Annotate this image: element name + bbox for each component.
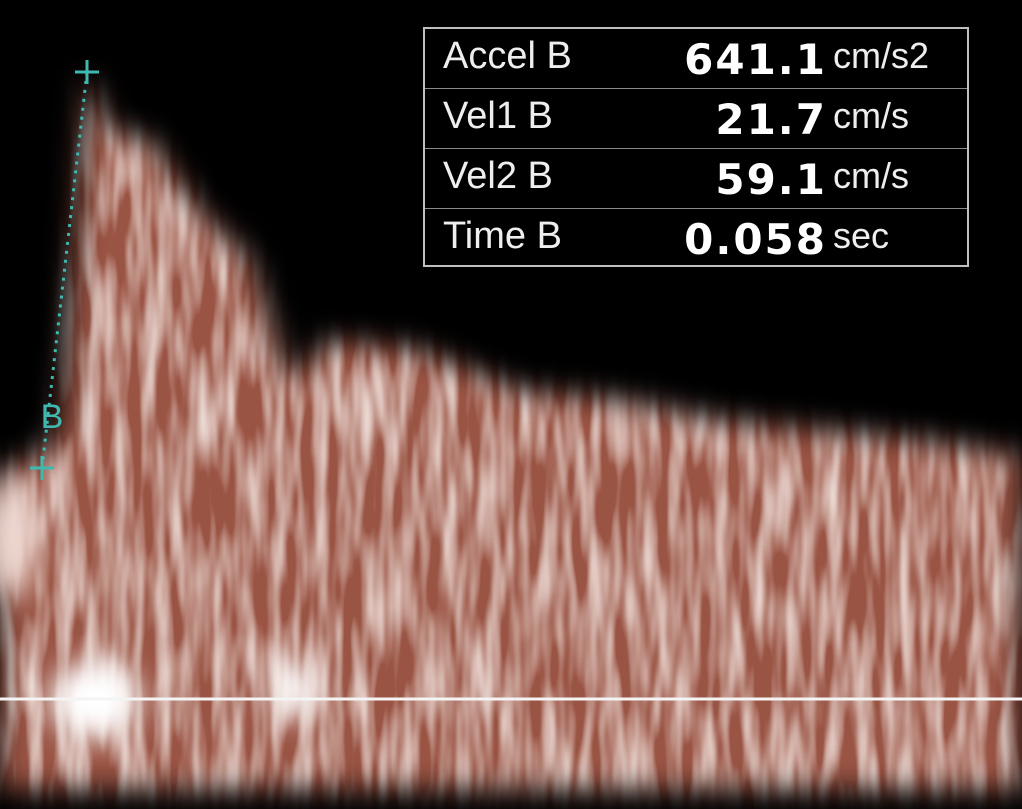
caliper-label: B <box>41 398 64 436</box>
measurement-label: Time B <box>443 215 562 257</box>
measurement-row: Vel1 B 21.7 cm/s <box>425 89 967 149</box>
measurement-row: Time B 0.058 sec <box>425 209 967 268</box>
measurement-label: Accel B <box>443 35 572 77</box>
measurement-box: Accel B 641.1 cm/s2 Vel1 B 21.7 cm/s Vel2 B 59.… <box>423 27 969 267</box>
measurement-value: 641.1 <box>684 35 827 84</box>
measurement-unit: cm/s2 <box>833 35 930 76</box>
caliper-line <box>40 71 89 469</box>
measurement-label: Vel2 B <box>443 155 553 197</box>
caliper-marker <box>75 60 99 84</box>
measurement-value: 21.7 <box>715 95 827 144</box>
caliper-marker <box>30 456 54 480</box>
measurement-unit: cm/s <box>833 95 909 136</box>
measurement-row: Accel B 641.1 cm/s2 <box>425 29 967 89</box>
measurement-unit: sec <box>833 215 890 256</box>
measurement-unit: cm/s <box>833 155 909 196</box>
measurement-value: 0.058 <box>684 215 827 264</box>
measurement-row: Vel2 B 59.1 cm/s <box>425 149 967 209</box>
measurement-value: 59.1 <box>715 155 827 204</box>
measurement-label: Vel1 B <box>443 95 553 137</box>
